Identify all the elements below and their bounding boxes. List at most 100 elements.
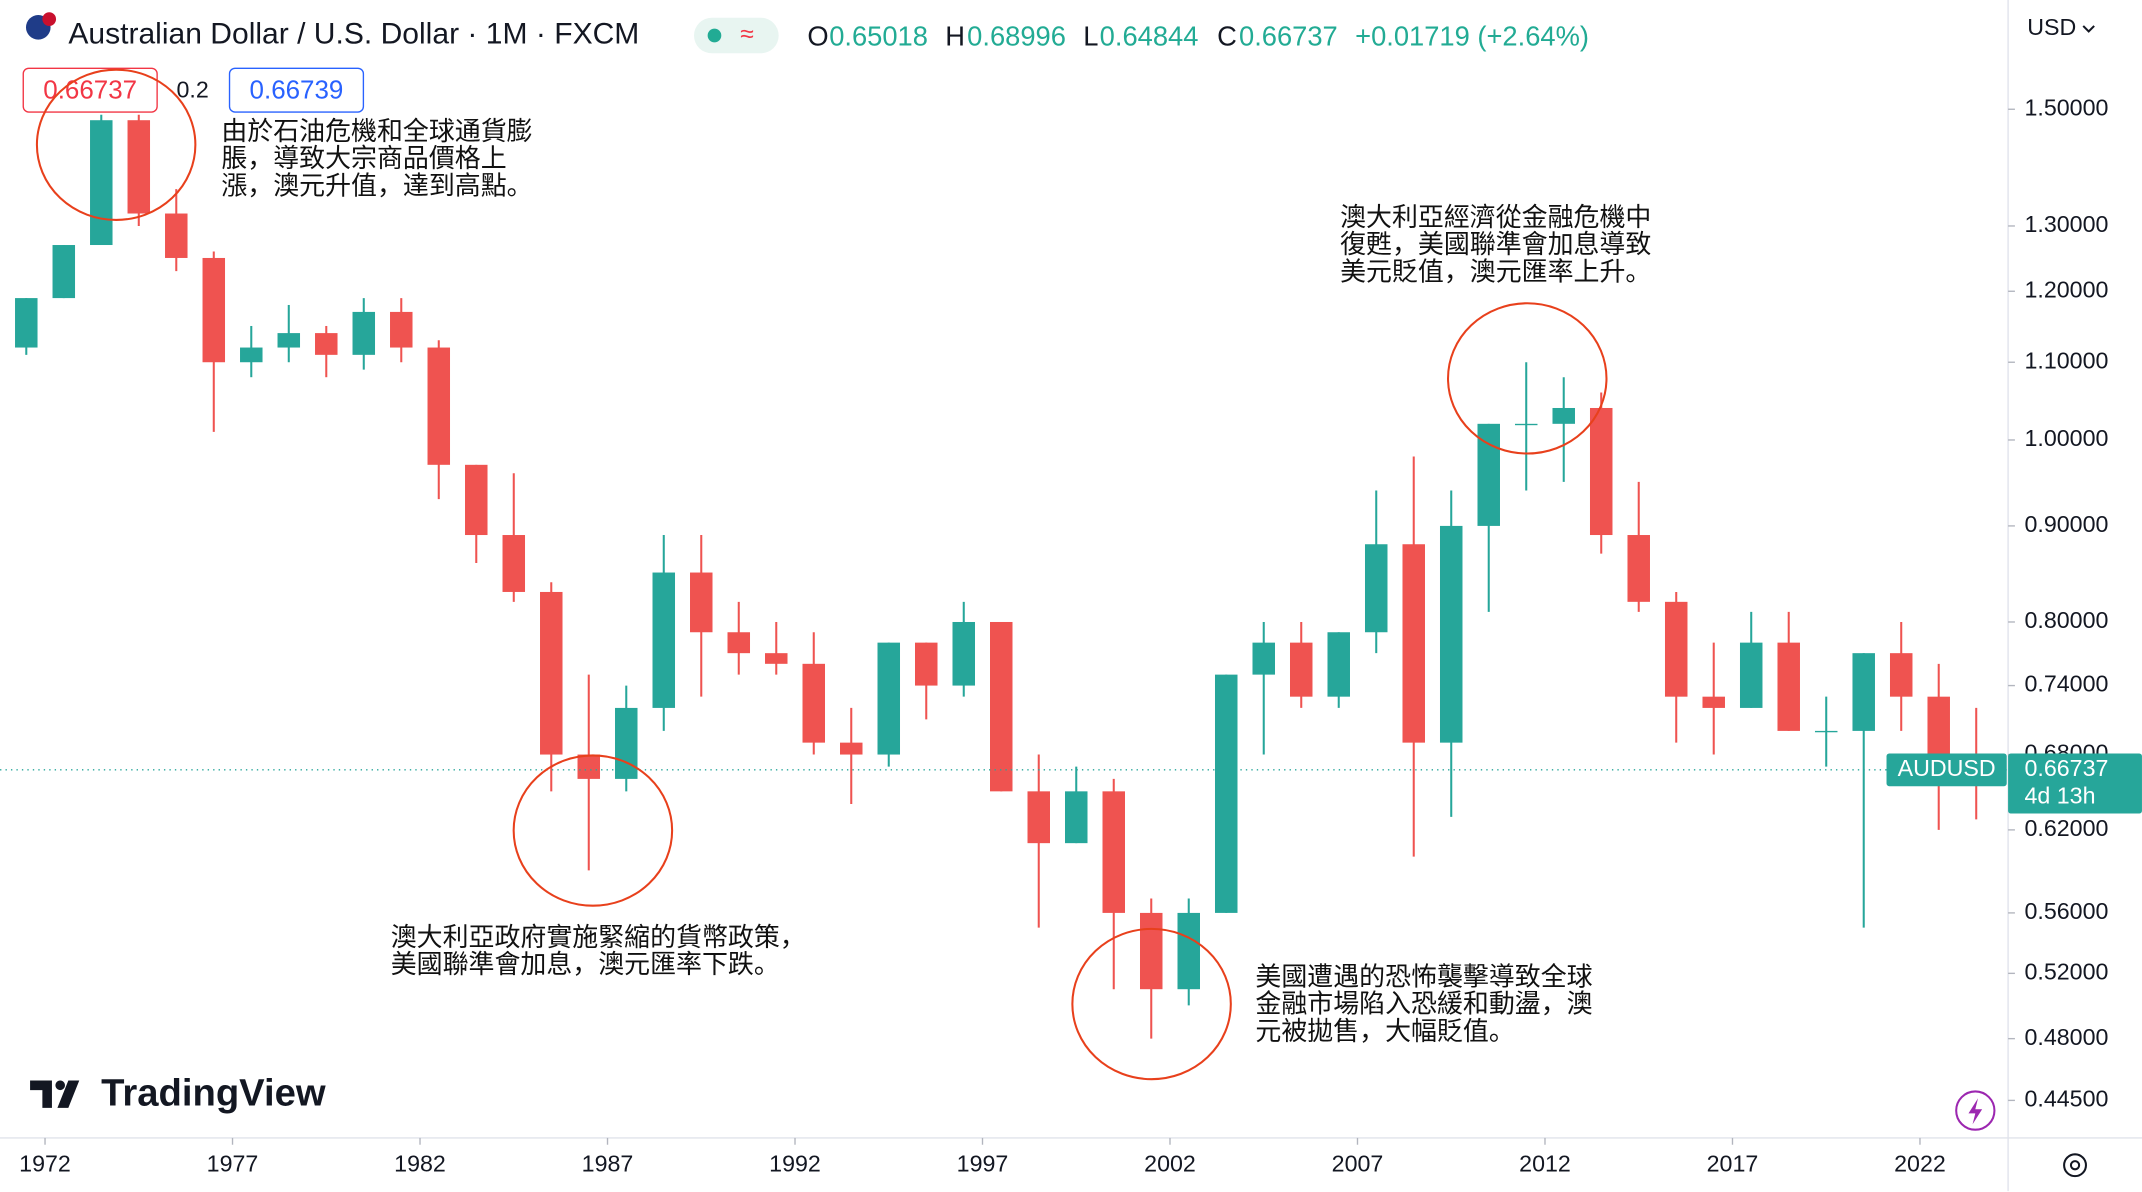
candle-body bbox=[1627, 535, 1650, 602]
x-tick-label: 2002 bbox=[1144, 1150, 1196, 1176]
symbol-label: AUDUSD bbox=[1898, 755, 1996, 781]
candle-body bbox=[1514, 423, 1538, 426]
bid-price[interactable]: 0.66737 bbox=[43, 76, 137, 104]
annotation-text: 美國聯準會加息，澳元匯率下跌。 bbox=[391, 950, 780, 979]
o-value: 0.65018 bbox=[829, 20, 928, 51]
x-tick-label: 1997 bbox=[957, 1150, 1009, 1176]
x-tick-label: 1992 bbox=[769, 1150, 821, 1176]
y-tick-label: 0.52000 bbox=[2024, 958, 2108, 984]
candle-body bbox=[427, 347, 451, 465]
symbol-title: Australian Dollar / U.S. Dollar · 1M · F… bbox=[68, 17, 639, 50]
candle-body bbox=[1589, 407, 1613, 536]
sell-box[interactable] bbox=[22, 67, 158, 113]
y-tick-label: 0.48000 bbox=[2024, 1024, 2108, 1050]
x-tick-label: 2007 bbox=[1332, 1150, 1384, 1176]
candle-body bbox=[502, 535, 526, 592]
candle-body bbox=[952, 621, 976, 686]
candle-body bbox=[840, 742, 863, 755]
candle-body bbox=[1439, 525, 1463, 743]
candle-body bbox=[1814, 730, 1838, 733]
y-tick-label: 1.50000 bbox=[2024, 94, 2108, 120]
c-value: 0.66737 bbox=[1239, 20, 1338, 51]
status-dot bbox=[707, 28, 722, 43]
buy-box[interactable] bbox=[228, 67, 365, 113]
x-tick-label: 1972 bbox=[19, 1150, 71, 1176]
candle-body bbox=[165, 213, 188, 258]
annotation-text: 元被拋售，大幅貶值。 bbox=[1255, 1017, 1514, 1046]
ask-price[interactable]: 0.66739 bbox=[250, 76, 344, 104]
candle-body bbox=[615, 707, 638, 779]
y-tick-label: 0.80000 bbox=[2024, 607, 2108, 633]
candle-body bbox=[690, 572, 713, 633]
candle-body bbox=[52, 245, 76, 299]
annotation-text: 美元貶值，澳元匯率上升。 bbox=[1340, 258, 1651, 287]
l-value: 0.64844 bbox=[1100, 20, 1199, 51]
l-label: L bbox=[1083, 20, 1098, 51]
h-value: 0.68996 bbox=[967, 20, 1066, 51]
candle-body bbox=[1214, 674, 1238, 913]
candle-body bbox=[202, 257, 226, 363]
countdown: 4d 13h bbox=[2024, 782, 2095, 808]
status-icon: ≈ bbox=[740, 21, 754, 48]
o-label: O bbox=[807, 20, 828, 51]
symbol-flag bbox=[25, 12, 57, 40]
x-tick-label: 2022 bbox=[1894, 1150, 1946, 1176]
candle-body bbox=[127, 120, 151, 214]
y-tick-label: 0.44500 bbox=[2024, 1086, 2108, 1112]
y-tick-label: 0.74000 bbox=[2024, 671, 2108, 697]
status-pill bbox=[693, 17, 779, 54]
candle-body bbox=[1177, 912, 1200, 990]
candle-body bbox=[1889, 653, 1913, 697]
currency[interactable]: USD bbox=[2027, 14, 2076, 40]
candle-body bbox=[1289, 642, 1313, 697]
candle-body bbox=[465, 464, 488, 536]
candle-body bbox=[352, 311, 376, 355]
lightning-icon bbox=[1968, 1098, 1983, 1125]
annotation-text: 美國遭遇的恐怖襲擊導致全球 bbox=[1255, 962, 1592, 991]
x-tick-label: 2012 bbox=[1519, 1150, 1571, 1176]
candle-body bbox=[1364, 544, 1388, 633]
x-tick-label: 1987 bbox=[582, 1150, 634, 1176]
logo-text: TradingView bbox=[101, 1072, 326, 1115]
candle-body bbox=[1552, 407, 1575, 424]
candle-body bbox=[1027, 791, 1051, 844]
annotation-text: 脹，導致大宗商品價格上 bbox=[221, 144, 506, 173]
candle-body bbox=[802, 663, 826, 743]
c-label: C bbox=[1217, 20, 1237, 51]
candle-body bbox=[1739, 642, 1763, 708]
candle-body bbox=[1777, 642, 1800, 731]
annotation-text: 澳大利亞經濟從金融危機中 bbox=[1340, 203, 1651, 232]
x-tick-label: 1982 bbox=[394, 1150, 446, 1176]
candle-body bbox=[990, 621, 1013, 792]
tradingview-logo: TradingView bbox=[30, 1072, 326, 1115]
change: +0.01719 (+2.64%) bbox=[1355, 20, 1589, 51]
annotation-text: 由於石油危機和全球通貨膨 bbox=[221, 117, 532, 146]
x-tick-label: 2017 bbox=[1707, 1150, 1759, 1176]
candle-body bbox=[240, 347, 263, 363]
candle-body bbox=[390, 311, 413, 348]
candle-body bbox=[540, 591, 563, 755]
x-tick-label: 1977 bbox=[207, 1150, 259, 1176]
h-label: H bbox=[945, 20, 965, 51]
y-tick-label: 0.62000 bbox=[2024, 815, 2108, 841]
annotation-text: 復甦，美國聯準會加息導致 bbox=[1340, 230, 1651, 259]
settings-button[interactable] bbox=[2063, 1153, 2087, 1178]
candle-body bbox=[1664, 601, 1688, 697]
candle-body bbox=[90, 120, 113, 246]
candle-body bbox=[765, 653, 788, 664]
y-tick-label: 1.10000 bbox=[2024, 347, 2108, 373]
candle-body bbox=[727, 632, 751, 654]
candle-body bbox=[1702, 696, 1725, 708]
candle-body bbox=[652, 572, 676, 708]
annotation-text: 澳大利亞政府實施緊縮的貨幣政策， bbox=[391, 923, 806, 952]
candle-body bbox=[1065, 791, 1088, 844]
candle-body bbox=[1252, 642, 1275, 675]
annotation-circles bbox=[35, 68, 1608, 1081]
candle-body bbox=[277, 333, 301, 348]
candle-body bbox=[1327, 632, 1350, 697]
candle-body bbox=[1102, 791, 1125, 913]
y-tick-label: 1.00000 bbox=[2024, 425, 2108, 451]
candle-body bbox=[315, 333, 338, 355]
currency-caret bbox=[2082, 25, 2095, 33]
